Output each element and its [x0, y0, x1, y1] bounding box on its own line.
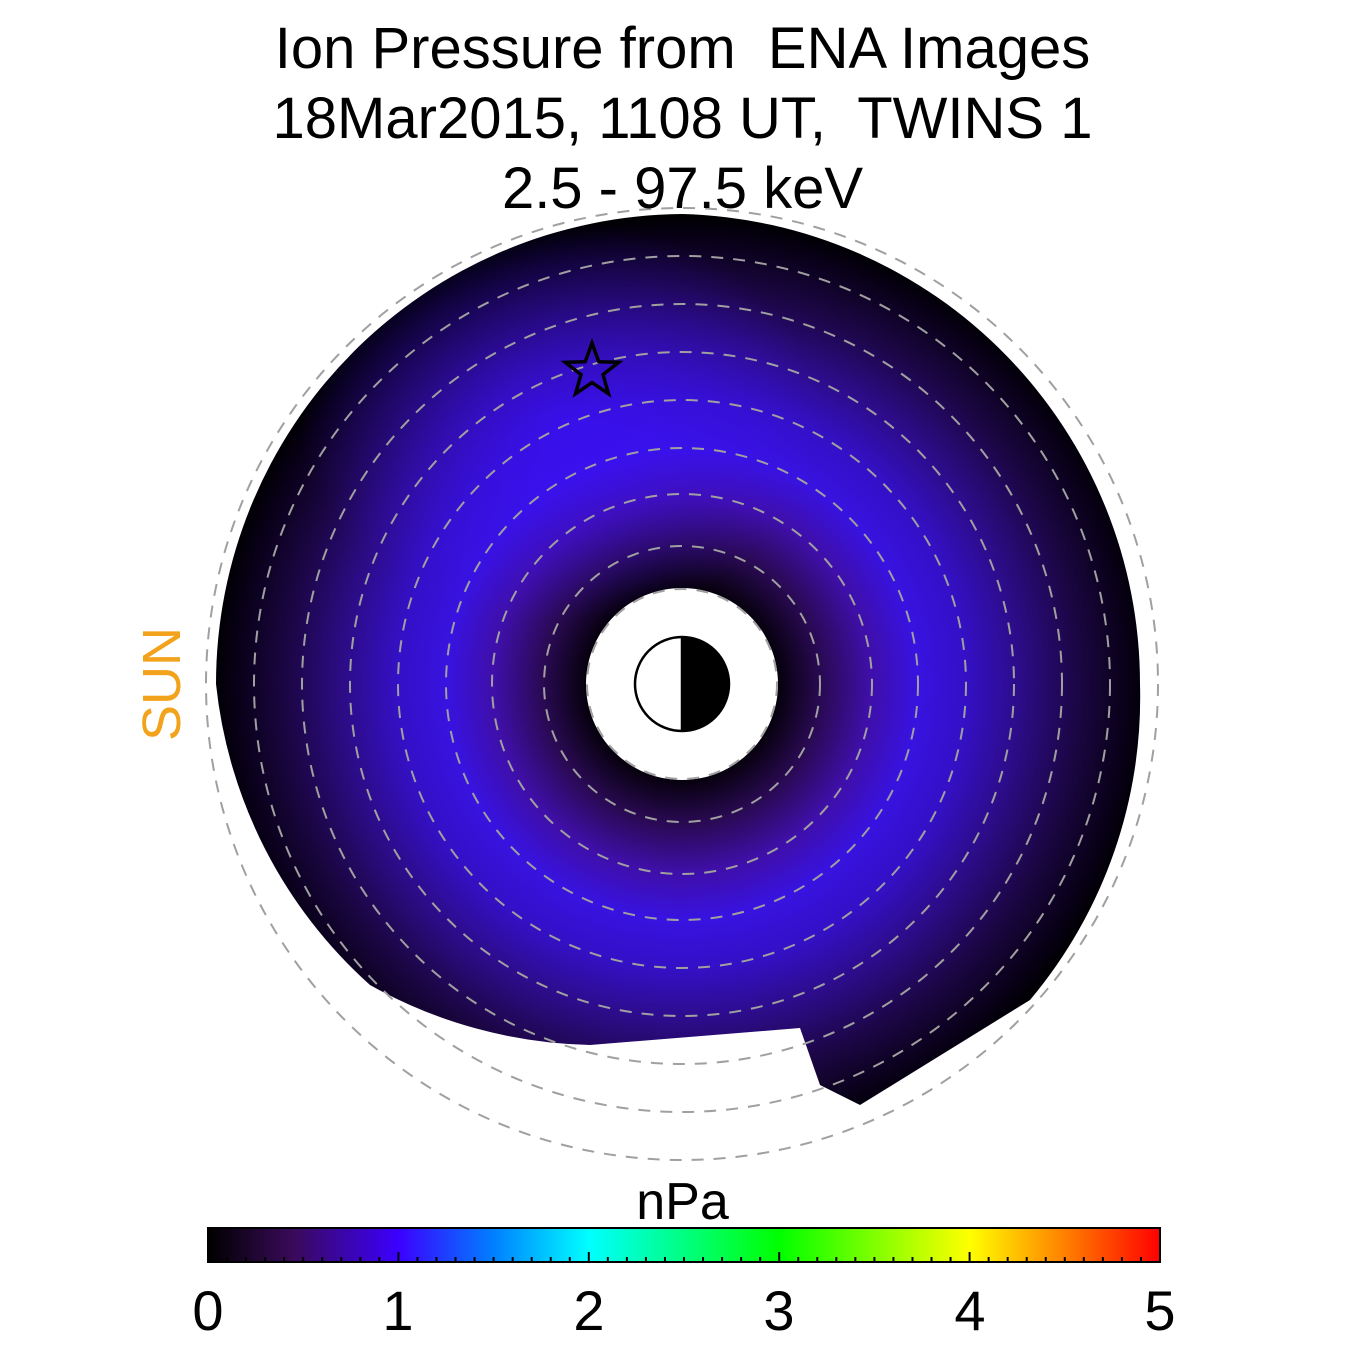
guide-circle-7	[301, 303, 1063, 1065]
colorbar-tick-label-2: 2	[573, 1279, 605, 1342]
guide-circles	[205, 207, 1159, 1161]
guide-circle-2	[543, 545, 821, 823]
colorbar-tick-label-1: 1	[382, 1279, 414, 1342]
colorbar-gradient	[208, 1228, 1160, 1262]
colorbar-ticks	[207, 1252, 1161, 1262]
colorbar-unit-label: nPa	[636, 1173, 729, 1231]
colorbar-tick-label-3: 3	[763, 1279, 795, 1342]
star-marker	[560, 337, 624, 398]
colorbar-tick-label-4: 4	[954, 1279, 986, 1342]
guide-circle-1	[586, 588, 778, 780]
guide-circle-6	[349, 351, 1015, 1017]
title-line-2: 18Mar2015, 1108 UT, TWINS 1	[272, 86, 1093, 151]
title-line-3: 2.5 - 97.5 keV	[501, 156, 864, 221]
guide-circle-4	[445, 447, 919, 921]
earth-marker	[633, 635, 731, 733]
guide-circle-9	[205, 207, 1159, 1161]
colorbar-tick-label-5: 5	[1144, 1279, 1176, 1342]
sun-direction-label: SUN	[132, 626, 192, 742]
guide-circle-3	[491, 493, 873, 875]
title-line-1: Ion Pressure from ENA Images	[274, 16, 1091, 81]
guide-circle-8	[253, 255, 1111, 1113]
guide-circle-5	[397, 399, 967, 969]
colorbar-tick-label-0: 0	[192, 1279, 224, 1342]
colorbar	[207, 1227, 1161, 1263]
